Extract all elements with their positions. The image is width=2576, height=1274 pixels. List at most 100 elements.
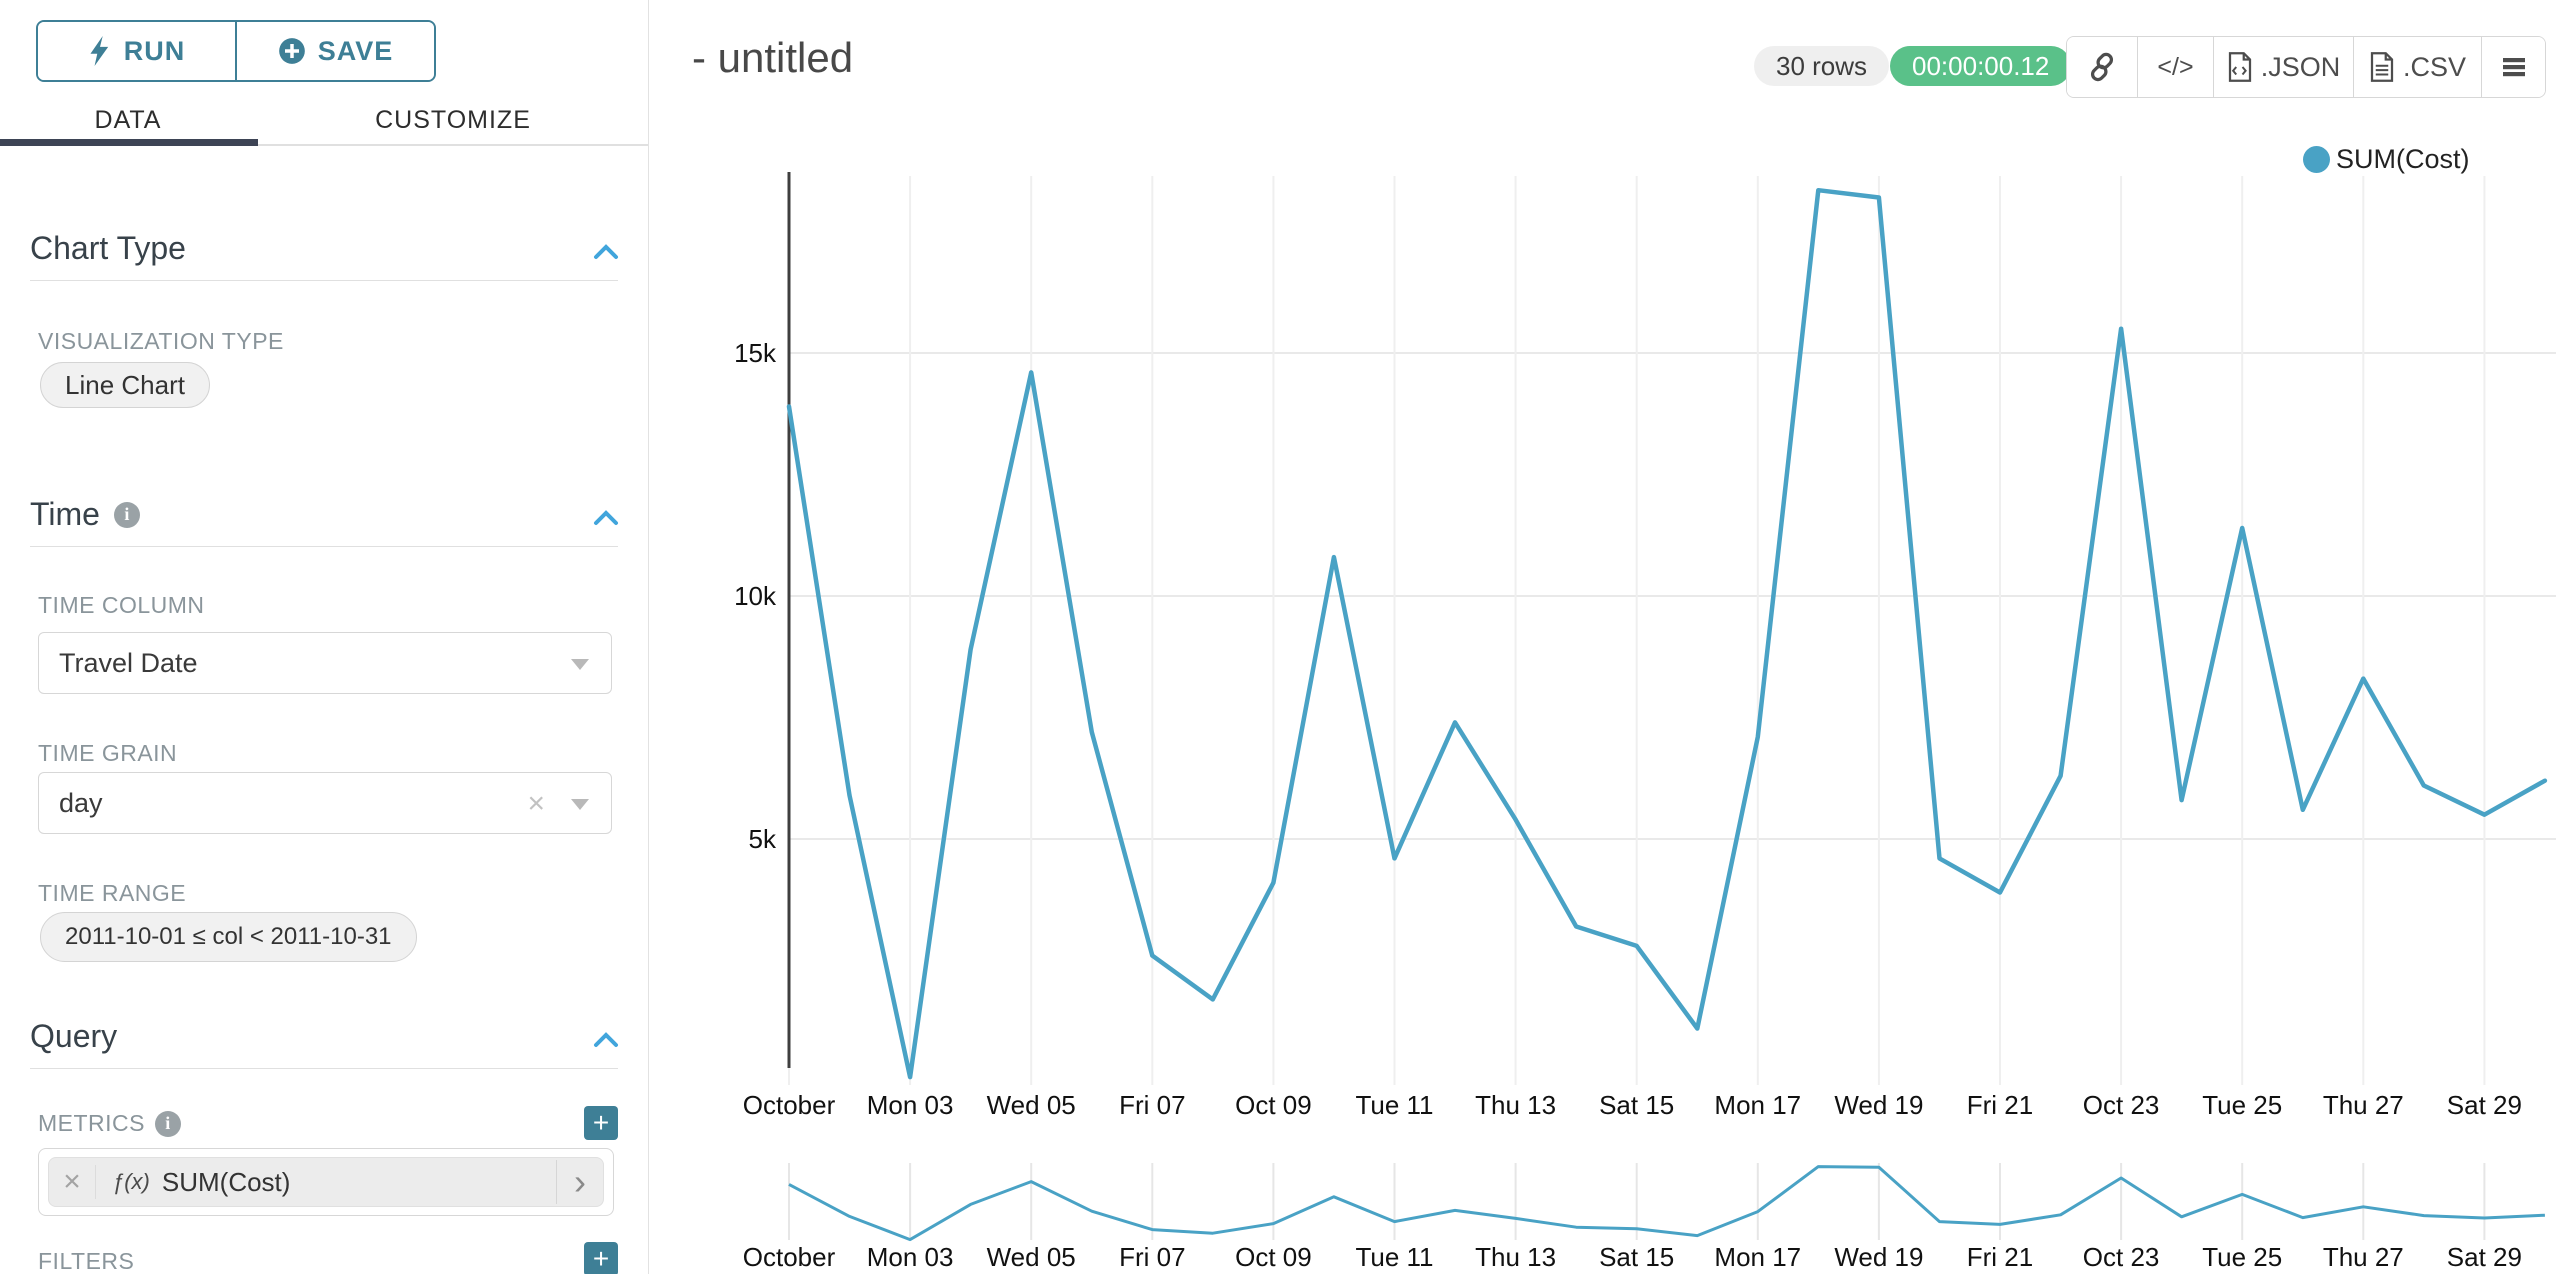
x-tick-label: Thu 27: [2322, 1090, 2404, 1120]
remove-metric-icon[interactable]: ×: [49, 1165, 96, 1199]
run-save-button-group: RUN SAVE: [36, 20, 436, 82]
time-grain-value: day: [59, 787, 103, 818]
share-link-button[interactable]: [2067, 37, 2137, 97]
section-divider: [30, 1068, 618, 1069]
export-csv-button[interactable]: .CSV: [2353, 37, 2481, 97]
x-tick-label: Oct 09: [1235, 1090, 1312, 1120]
save-button-label: SAVE: [317, 35, 394, 66]
x-tick-label: Fri 07: [1119, 1090, 1186, 1120]
time-range-label: TIME RANGE: [38, 880, 187, 906]
filters-label: FILTERS: [38, 1248, 135, 1274]
x-tick-label: Sat 15: [1599, 1242, 1675, 1272]
tab-customize[interactable]: CUSTOMIZE: [375, 106, 531, 134]
info-icon: i: [155, 1110, 181, 1137]
legend-label: SUM(Cost): [2336, 144, 2470, 174]
x-tick-label: Thu 27: [2322, 1242, 2404, 1272]
x-tick-label: Sat 29: [2446, 1090, 2522, 1120]
metric-pill[interactable]: × ƒ(x) SUM(Cost) ›: [48, 1157, 604, 1207]
time-column-value: Travel Date: [59, 647, 198, 678]
line-chart-canvas[interactable]: [648, 100, 2576, 1135]
x-tick-label: Tue 25: [2202, 1090, 2283, 1120]
metric-name: SUM(Cost): [161, 1166, 291, 1197]
x-tick-label: Fri 07: [1119, 1242, 1186, 1272]
x-tick-label: Oct 23: [2082, 1242, 2160, 1272]
x-tick-label: Fri 21: [1966, 1090, 2034, 1120]
caret-down-icon: [571, 659, 589, 670]
x-tick-label: Thu 13: [1475, 1242, 1557, 1272]
row-count-badge: 30 rows: [1754, 46, 1890, 86]
x-tick-label: October: [742, 1090, 836, 1120]
x-tick-label: Mon 03: [866, 1242, 954, 1272]
control-panel-sidebar: RUN SAVE DATA CUSTOMIZE Chart Type VISUA…: [0, 0, 649, 1274]
range-selector-mini-chart[interactable]: [648, 1135, 2576, 1274]
metrics-container: × ƒ(x) SUM(Cost) ›: [38, 1148, 614, 1216]
file-lines-icon: [2369, 52, 2395, 82]
add-filter-button[interactable]: +: [584, 1242, 618, 1274]
x-tick-label: October: [742, 1242, 836, 1272]
time-grain-label: TIME GRAIN: [38, 740, 178, 766]
viz-type-pill[interactable]: Line Chart: [40, 362, 210, 408]
export-button-group: </> .JSON .CSV: [2066, 36, 2546, 98]
section-divider: [30, 280, 618, 281]
chevron-up-icon[interactable]: [592, 240, 620, 264]
x-tick-label: Wed 19: [1834, 1242, 1924, 1272]
chevron-up-icon[interactable]: [592, 506, 620, 530]
section-divider: [30, 546, 618, 547]
y-tick-label: 15k: [734, 338, 776, 368]
chevron-up-icon[interactable]: [592, 1028, 620, 1052]
y-tick-label: 5k: [748, 824, 776, 854]
bolt-icon: [88, 36, 112, 66]
x-tick-label: Oct 09: [1235, 1242, 1312, 1272]
menu-button[interactable]: [2481, 37, 2545, 97]
embed-code-button[interactable]: </>: [2137, 37, 2213, 97]
plus-circle-icon: [278, 37, 306, 65]
visualization-type-label: VISUALIZATION TYPE: [38, 328, 284, 354]
link-icon: [2087, 52, 2117, 82]
x-tick-label: Mon 17: [1714, 1090, 1802, 1120]
time-column-select[interactable]: Travel Date: [38, 632, 612, 694]
section-title-chart-type: Chart Type: [30, 230, 186, 266]
file-code-icon: [2227, 52, 2253, 82]
function-icon: ƒ(x): [112, 1169, 150, 1194]
x-tick-label: Fri 21: [1966, 1242, 2034, 1272]
info-icon: i: [113, 501, 140, 528]
hamburger-icon: [2500, 55, 2528, 79]
x-tick-label: Tue 11: [1355, 1242, 1434, 1272]
code-icon: </>: [2157, 52, 2194, 81]
section-title-time: Time i: [30, 496, 140, 533]
export-csv-label: .CSV: [2402, 51, 2467, 82]
x-tick-label: Oct 23: [2082, 1090, 2160, 1120]
export-json-button[interactable]: .JSON: [2213, 37, 2353, 97]
x-tick-label: Tue 25: [2202, 1242, 2283, 1272]
metrics-label: METRICS i: [38, 1110, 181, 1137]
run-button[interactable]: RUN: [38, 22, 235, 80]
query-timer-badge: 00:00:00.12: [1890, 46, 2072, 86]
caret-down-icon: [571, 799, 589, 810]
time-range-pill[interactable]: 2011-10-01 ≤ col < 2011-10-31: [40, 912, 417, 962]
active-tab-indicator: [0, 139, 258, 146]
export-json-label: .JSON: [2260, 51, 2341, 82]
x-tick-label: Wed 05: [986, 1090, 1076, 1120]
x-tick-label: Wed 19: [1834, 1090, 1924, 1120]
x-tick-label: Thu 13: [1475, 1090, 1557, 1120]
chart-title[interactable]: - untitled: [692, 34, 854, 81]
x-tick-label: Tue 11: [1355, 1090, 1434, 1120]
tab-data[interactable]: DATA: [94, 106, 162, 134]
tab-divider: [258, 144, 648, 146]
y-tick-label: 10k: [734, 581, 776, 611]
time-grain-select[interactable]: day ×: [38, 772, 612, 834]
x-tick-label: Sat 29: [2446, 1242, 2522, 1272]
save-button[interactable]: SAVE: [235, 22, 434, 80]
time-column-label: TIME COLUMN: [38, 592, 205, 618]
x-tick-label: Sat 15: [1599, 1090, 1675, 1120]
legend-item-sum-cost[interactable]: SUM(Cost): [2303, 144, 2470, 175]
x-tick-label: Wed 05: [986, 1242, 1076, 1272]
chevron-right-icon[interactable]: ›: [556, 1160, 603, 1204]
x-tick-label: Mon 03: [866, 1090, 954, 1120]
clear-icon[interactable]: ×: [527, 787, 545, 820]
x-tick-label: Mon 17: [1714, 1242, 1802, 1272]
run-button-label: RUN: [123, 35, 186, 66]
legend-dot: [2303, 146, 2330, 173]
add-metric-button[interactable]: +: [584, 1106, 618, 1140]
section-title-query: Query: [30, 1018, 118, 1054]
